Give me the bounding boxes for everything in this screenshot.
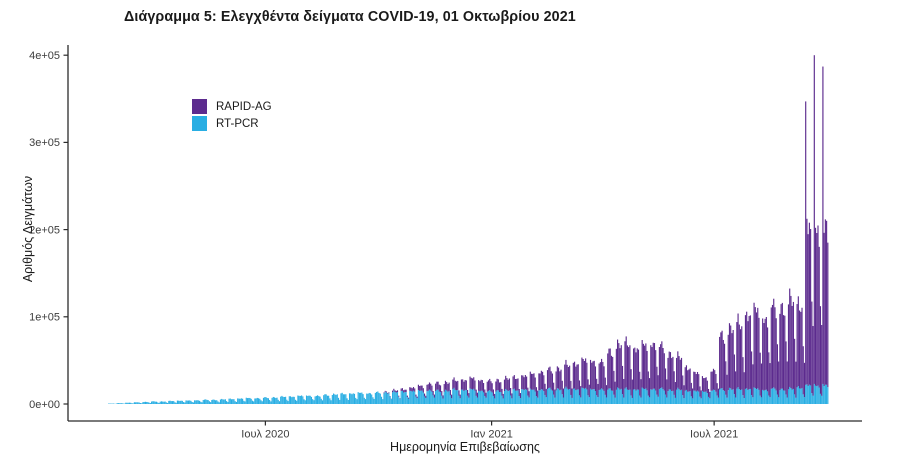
legend: RAPID-AG RT-PCR <box>192 98 272 132</box>
rt-pcr-bars <box>108 383 829 404</box>
legend-label-rapid-ag: RAPID-AG <box>216 100 272 113</box>
y-tick-label: 1e+05 <box>29 312 60 324</box>
legend-item-rapid-ag: RAPID-AG <box>192 98 272 115</box>
y-tick-label: 0e+00 <box>29 399 60 411</box>
chart-title: Διάγραμμα 5: Ελεγχθέντα δείγματα COVID-1… <box>124 9 576 25</box>
y-tick-label: 4e+05 <box>29 50 60 62</box>
y-tick-label: 3e+05 <box>29 137 60 149</box>
rt-pcr-swatch-icon <box>192 116 207 131</box>
rapid-ag-bars <box>383 55 829 400</box>
x-tick-label: Ιουλ 2021 <box>690 429 738 441</box>
rapid-ag-swatch-icon <box>192 99 207 114</box>
y-tick-label: 2e+05 <box>29 224 60 236</box>
x-tick-label: Ιουλ 2020 <box>241 429 289 441</box>
axis-lines <box>67 45 862 422</box>
x-axis-title: Ημερομηνία Επιβεβαίωσης <box>390 440 540 454</box>
legend-label-rt-pcr: RT-PCR <box>216 117 259 130</box>
x-tick-label: Ιαν 2021 <box>470 429 512 441</box>
legend-item-rt-pcr: RT-PCR <box>192 115 272 132</box>
